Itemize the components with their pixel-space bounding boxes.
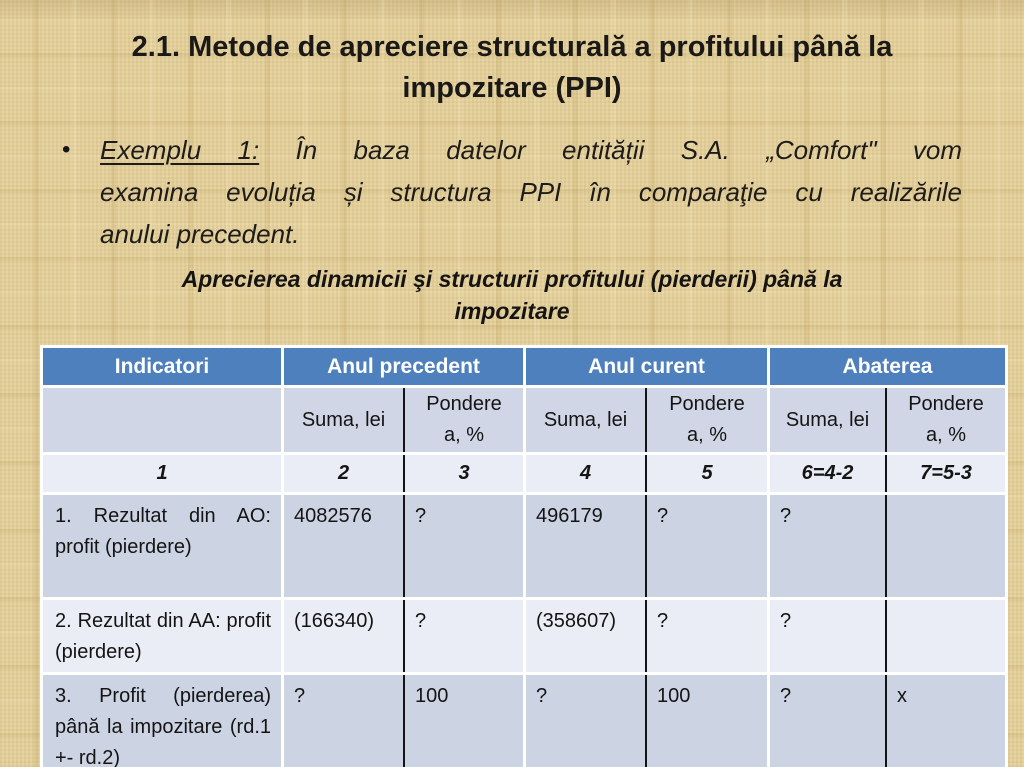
numbering-cell: 2	[281, 455, 403, 492]
row-label-cell: 1. Rezultat din AO: profit (pierdere)	[43, 495, 281, 597]
numbering-cell: 6=4-2	[767, 455, 885, 492]
bullet-line-1: Exemplu 1: În baza datelor entității S.A…	[100, 129, 962, 171]
bullet-text: Exemplu 1: În baza datelor entității S.A…	[100, 129, 962, 255]
value-cell	[885, 600, 1005, 672]
value-cell: ?	[767, 495, 885, 597]
numbering-cell: 3	[403, 455, 523, 492]
value-cell	[885, 495, 1005, 597]
subheader-cell-suma-precedent: Suma, lei	[281, 388, 403, 452]
numbering-cell: 5	[645, 455, 767, 492]
header-cell-anul-precedent: Anul precedent	[281, 348, 523, 385]
header-cell-indicatori: Indicatori	[43, 348, 281, 385]
header-cell-abaterea: Abaterea	[767, 348, 1005, 385]
table-caption: Aprecierea dinamicii şi structurii profi…	[181, 266, 843, 324]
subheader-empty-cell	[43, 388, 281, 452]
row-label-cell: 2. Rezultat din AA: profit (pierdere)	[43, 600, 281, 672]
value-cell: 4082576	[281, 495, 403, 597]
numbering-cell: 1	[43, 455, 281, 492]
bullet-lead: Exemplu 1:	[100, 135, 260, 165]
bullet-line-3: anului precedent.	[100, 219, 300, 249]
bullet-line-2: examina evoluția și structura PPI în com…	[100, 177, 962, 207]
bullet-icon: •	[62, 136, 71, 163]
value-cell: x	[885, 675, 1005, 767]
value-cell: (166340)	[281, 600, 403, 672]
bullet-line-1-text: În baza datelor entității S.A. „Comfort"…	[259, 135, 962, 165]
value-cell: 496179	[523, 495, 645, 597]
value-cell: ?	[281, 675, 403, 767]
subheader-cell-pondere-curent: Pondere a, %	[645, 388, 767, 452]
numbering-cell: 7=5-3	[885, 455, 1005, 492]
subheader-cell-pondere-abaterea: Pondere a, %	[885, 388, 1005, 452]
value-cell: 100	[403, 675, 523, 767]
subheader-cell-pondere-precedent: Pondere a, %	[403, 388, 523, 452]
subheader-cell-suma-abaterea: Suma, lei	[767, 388, 885, 452]
value-cell: ?	[523, 675, 645, 767]
header-cell-anul-curent: Anul curent	[523, 348, 767, 385]
value-cell: 100	[645, 675, 767, 767]
value-cell: ?	[403, 600, 523, 672]
data-table: Indicatori Anul precedent Anul curent Ab…	[40, 345, 1008, 767]
slide-title: 2.1. Metode de apreciere structurală a p…	[131, 31, 893, 104]
value-cell: ?	[403, 495, 523, 597]
value-cell: (358607)	[523, 600, 645, 672]
subheader-cell-suma-curent: Suma, lei	[523, 388, 645, 452]
bullet-item: • Exemplu 1: În baza datelor entității S…	[62, 129, 962, 255]
numbering-cell: 4	[523, 455, 645, 492]
row-label-cell: 3. Profit (pierderea) până la impozitare…	[43, 675, 281, 767]
value-cell: ?	[767, 600, 885, 672]
value-cell: ?	[767, 675, 885, 767]
value-cell: ?	[645, 495, 767, 597]
value-cell: ?	[645, 600, 767, 672]
